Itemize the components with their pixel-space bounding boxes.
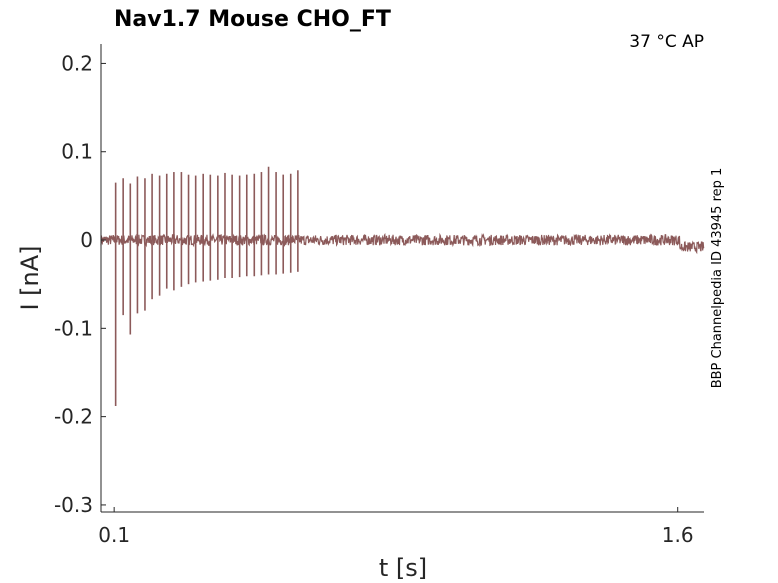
y-tick-label: 0.1 bbox=[61, 140, 93, 164]
spike-group bbox=[114, 166, 299, 407]
chart-title: Nav1.7 Mouse CHO_FT bbox=[114, 7, 391, 32]
y-tick-label: -0.3 bbox=[54, 493, 93, 517]
y-axis-label: I [nA] bbox=[16, 245, 44, 310]
condition-annotation: 37 °C AP bbox=[629, 32, 704, 52]
y-tick-label: 0 bbox=[80, 228, 93, 252]
y-tick-label: -0.1 bbox=[54, 316, 93, 340]
y-ticks: 0.2 0.1 0 -0.1 -0.2 -0.3 bbox=[54, 51, 106, 517]
axes: 0.2 0.1 0 -0.1 -0.2 -0.3 0.1 1.6 bbox=[54, 44, 704, 547]
baseline-trace bbox=[100, 232, 705, 255]
x-axis-label: t [s] bbox=[379, 554, 427, 582]
x-tick-label: 0.1 bbox=[98, 523, 130, 547]
plot-area bbox=[100, 166, 705, 407]
y-tick-label: -0.2 bbox=[54, 405, 93, 429]
y-tick-label: 0.2 bbox=[61, 51, 93, 75]
channelpedia-id-label: BBP Channelpedia ID 43945 rep 1 bbox=[710, 168, 725, 389]
x-ticks: 0.1 1.6 bbox=[98, 507, 694, 547]
current-trace bbox=[100, 232, 705, 255]
x-tick-label: 1.6 bbox=[662, 523, 694, 547]
